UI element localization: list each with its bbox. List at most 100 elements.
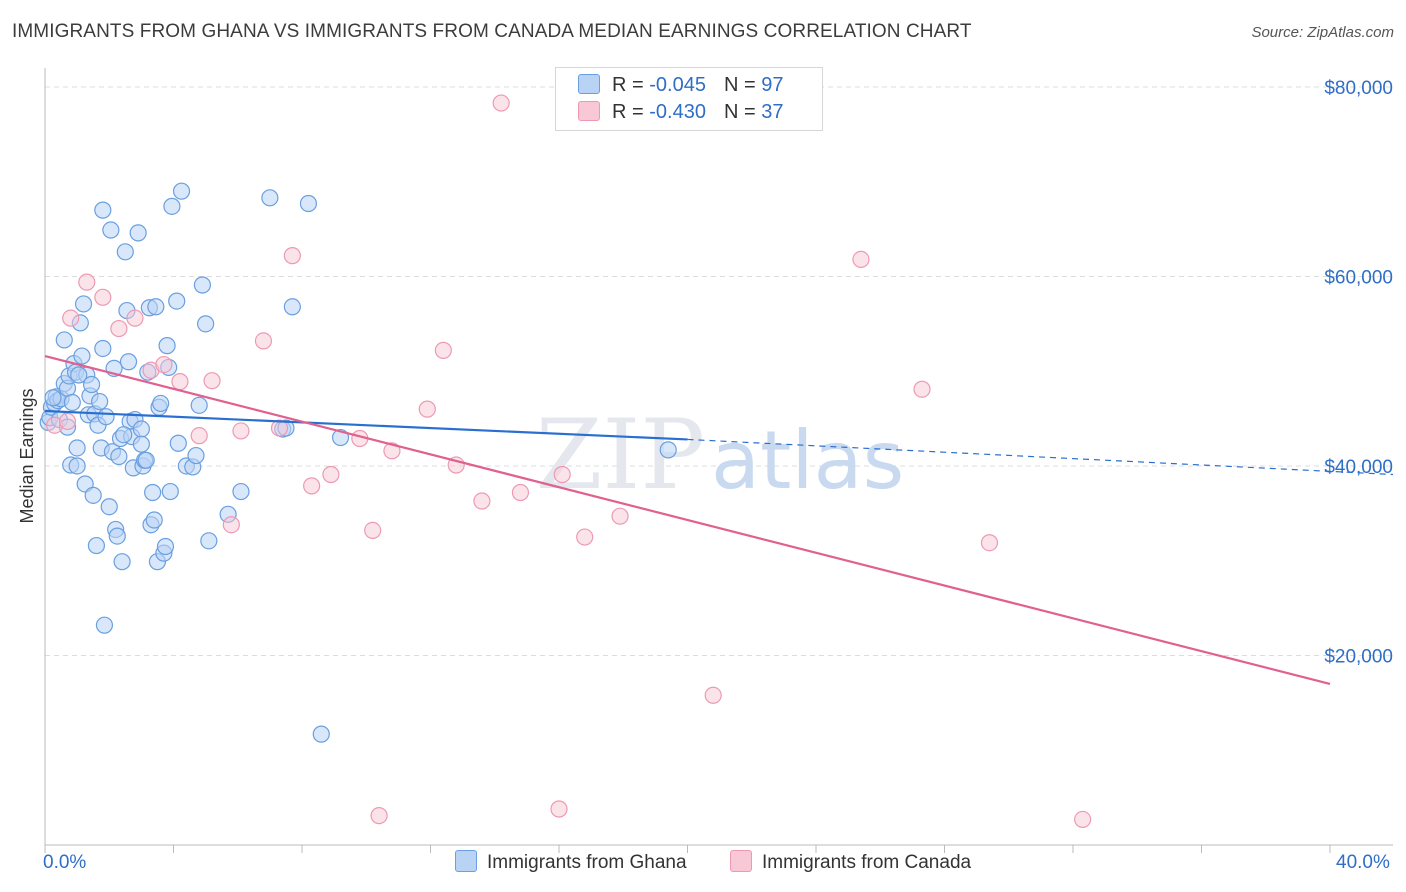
- bottom-ghana-label: Immigrants from Ghana: [487, 852, 687, 874]
- source-credit: Source: ZipAtlas.com: [1251, 24, 1394, 41]
- ghana-point: [283, 298, 301, 316]
- chart-title: IMMIGRANTS FROM GHANA VS IMMIGRANTS FROM…: [12, 21, 972, 42]
- canada-point: [58, 412, 77, 431]
- canada-point: [511, 483, 530, 502]
- canada-point: [492, 94, 510, 112]
- bottom-legend-ghana[interactable]: Immigrants from Ghana: [455, 850, 687, 874]
- x-ticks: [44, 845, 1331, 853]
- ghana-point: [168, 292, 186, 310]
- ghana-point: [91, 392, 109, 411]
- ghana-point: [44, 389, 62, 407]
- ghana-swatch: [578, 73, 600, 94]
- correlation-legend: R = -0.045 N = 97 R = -0.430 N = 37: [555, 67, 823, 131]
- canada-point: [364, 521, 382, 540]
- y-tick-label: $20,000: [1324, 646, 1393, 667]
- watermark: ZIPatlas: [536, 399, 905, 511]
- ghana-point: [187, 446, 205, 465]
- ghana-point: [95, 616, 114, 634]
- ghana-points: [39, 182, 677, 743]
- canada-point: [322, 465, 340, 484]
- canada-point: [62, 309, 80, 327]
- ghana-trend-line: [44, 409, 688, 441]
- canada-points: [46, 94, 1092, 829]
- ghana-point: [84, 486, 102, 504]
- ghana-point: [232, 482, 250, 501]
- y-tick-label: $40,000: [1324, 457, 1393, 478]
- ghana-point: [659, 441, 677, 459]
- canada-point: [171, 373, 189, 391]
- canada-r-value: -0.430: [649, 101, 706, 123]
- bottom-canada-swatch: [730, 850, 752, 872]
- gridlines: [45, 86, 1393, 656]
- bottom-ghana-swatch: [455, 850, 477, 872]
- ghana-point: [73, 347, 91, 365]
- canada-swatch: [578, 100, 600, 121]
- x-tick-label-max: 40.0%: [1336, 852, 1390, 873]
- ghana-point: [116, 243, 134, 261]
- ghana-point: [70, 366, 88, 384]
- y-tick-label: $60,000: [1324, 267, 1393, 288]
- ghana-trend-extension: [687, 438, 1394, 476]
- ghana-point: [100, 498, 118, 516]
- canada-point: [283, 247, 301, 265]
- ghana-point: [193, 276, 212, 294]
- canada-point: [434, 341, 452, 359]
- canada-point: [550, 800, 568, 818]
- bottom-legend-canada[interactable]: Immigrants from Canada: [730, 850, 972, 874]
- ghana-point: [87, 536, 106, 555]
- canada-point: [303, 477, 321, 495]
- ghana-point: [145, 511, 163, 529]
- ghana-point: [68, 457, 86, 475]
- ghana-point: [97, 408, 115, 426]
- canada-point: [418, 400, 436, 418]
- canada-point: [553, 465, 571, 484]
- x-tick-label-min: 0.0%: [43, 852, 87, 873]
- canada-point: [110, 319, 128, 338]
- canada-point: [852, 250, 870, 269]
- ghana-point: [82, 375, 101, 394]
- legend-row-ghana: R = -0.045 N = 97: [578, 73, 783, 100]
- canada-point: [383, 442, 401, 460]
- ghana-point: [163, 197, 181, 215]
- bottom-canada-label: Immigrants from Canada: [762, 852, 972, 874]
- canada-point: [1074, 810, 1092, 829]
- ghana-point: [169, 434, 187, 452]
- ghana-r-value: -0.045: [649, 74, 706, 96]
- canada-point: [254, 332, 273, 350]
- canada-point: [222, 516, 240, 534]
- watermark-atlas: atlas: [711, 414, 904, 507]
- canada-trend-line: [44, 354, 1331, 685]
- ghana-point: [144, 483, 162, 502]
- ghana-point: [129, 224, 147, 242]
- ghana-point: [158, 337, 176, 355]
- ghana-point: [102, 221, 120, 239]
- ghana-point: [63, 393, 81, 412]
- ghana-point: [200, 532, 218, 550]
- canada-point: [270, 419, 289, 437]
- ghana-point: [110, 447, 128, 466]
- ghana-point: [147, 298, 165, 316]
- ghana-point: [299, 194, 318, 213]
- canada-point: [78, 273, 96, 291]
- ghana-point: [132, 420, 150, 438]
- canada-point: [203, 372, 221, 390]
- canada-point: [611, 507, 629, 525]
- ghana-n-label: N =: [723, 74, 762, 96]
- canada-n-value: 37: [761, 101, 784, 123]
- canada-point: [704, 686, 722, 704]
- legend-row-canada: R = -0.430 N = 37: [578, 100, 784, 127]
- ghana-point: [119, 353, 138, 371]
- ghana-point: [137, 451, 155, 469]
- canada-point: [576, 528, 594, 546]
- canada-point: [370, 807, 388, 825]
- ghana-point: [74, 295, 93, 313]
- canada-point: [94, 288, 112, 306]
- watermark-zip: ZIP: [536, 399, 705, 511]
- y-axis-label: Median Earnings: [17, 388, 37, 523]
- ghana-point: [132, 435, 150, 453]
- ghana-point: [156, 537, 175, 556]
- canada-point: [232, 422, 250, 440]
- ghana-r-label: R =: [612, 74, 650, 96]
- y-tick-labels: $20,000 $40,000 $60,000 $80,000: [1324, 78, 1393, 668]
